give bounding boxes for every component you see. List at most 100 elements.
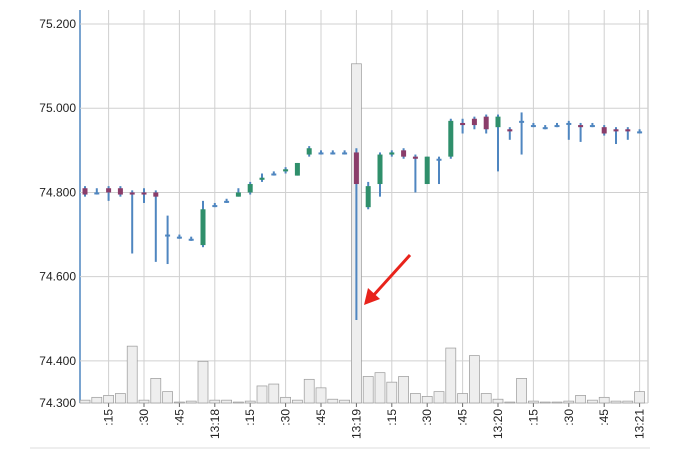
candle-body	[483, 116, 489, 130]
candle-body	[365, 186, 371, 208]
candle-body	[448, 120, 454, 157]
candle-body	[224, 200, 230, 203]
volume-bar	[492, 398, 504, 404]
volume-bar	[174, 401, 185, 404]
volume-bar	[622, 400, 634, 404]
volume-bar	[292, 399, 303, 404]
candle-body	[353, 152, 359, 185]
volume-bar	[634, 391, 645, 404]
x-tick-label: :45	[456, 409, 470, 426]
volume-bar	[115, 393, 126, 404]
x-tick-label: :15	[385, 409, 399, 426]
candle-body	[129, 192, 135, 195]
volume-bar	[587, 399, 598, 404]
x-tick-label: :15	[243, 409, 257, 426]
candle-body	[377, 154, 383, 185]
volume-bar	[339, 399, 350, 404]
candle-body	[637, 131, 643, 134]
candle-body	[82, 188, 88, 195]
candle-body	[601, 127, 607, 134]
volume-bar	[516, 378, 527, 404]
candle-body	[165, 234, 171, 237]
volume-bar	[138, 399, 150, 404]
volume-bar	[79, 399, 91, 404]
candle-body	[436, 158, 442, 161]
candle-body	[471, 118, 477, 126]
candle-body	[106, 188, 112, 193]
x-tick-label: 13:19	[349, 409, 363, 439]
x-tick-label: :30	[137, 409, 151, 426]
volume-bar	[457, 393, 468, 404]
x-tick-label: 13:18	[208, 409, 222, 439]
candle-body	[578, 125, 584, 128]
volume-bar	[103, 395, 114, 404]
arrow-shaft	[370, 253, 412, 299]
x-tick-label: :45	[314, 409, 328, 426]
candle-body	[412, 156, 418, 159]
volume-bar	[197, 360, 209, 404]
candle-body	[117, 188, 123, 195]
x-tick-label: :30	[279, 409, 293, 426]
volume-bar	[598, 396, 610, 404]
volume-bar	[185, 400, 197, 404]
candle-body	[176, 236, 182, 239]
arrow-head	[364, 288, 380, 305]
candle-body	[330, 152, 336, 155]
candle-body	[259, 177, 265, 180]
volume-bar	[162, 391, 173, 404]
volume-bar	[280, 396, 291, 404]
candle-body	[613, 129, 619, 132]
volume-bar	[410, 393, 421, 404]
volume-bar	[563, 400, 575, 404]
volume-bar	[315, 387, 327, 404]
volume-bar	[244, 400, 256, 404]
y-tick-label: 75.200	[39, 17, 76, 31]
candle-body	[235, 192, 241, 197]
volume-bar	[528, 400, 539, 404]
x-tick-label: :30	[420, 409, 434, 426]
volume-bar	[539, 401, 551, 404]
volume-bar	[433, 391, 445, 404]
volume-bar	[480, 393, 492, 404]
volume-bar	[421, 396, 433, 404]
candle-body	[530, 125, 536, 128]
candle-body	[318, 152, 324, 155]
volume-bar	[374, 372, 386, 404]
volume-bar	[445, 347, 457, 404]
x-tick-label: :15	[526, 409, 540, 426]
volume-bar	[327, 398, 339, 404]
volume-bar	[91, 396, 103, 404]
y-tick-label: 74.400	[39, 354, 76, 368]
x-tick-label: 13:20	[491, 409, 505, 439]
candle-body	[542, 127, 548, 130]
y-tick-label: 74.600	[39, 270, 76, 284]
y-tick-label: 74.300	[39, 396, 76, 410]
candle-body	[271, 173, 277, 176]
candle-body	[141, 192, 147, 195]
volume-bar	[256, 385, 268, 404]
volume-bar	[221, 399, 232, 404]
candle-body	[625, 129, 631, 132]
candle-body	[188, 238, 194, 241]
volume-bar	[551, 401, 563, 404]
x-tick-label: :30	[562, 409, 576, 426]
y-tick-label: 74.800	[39, 185, 76, 199]
volume-bar	[398, 376, 409, 404]
volume-bar	[386, 381, 398, 404]
x-tick-label: :45	[597, 409, 611, 426]
candle-body	[460, 122, 466, 126]
volume-bar	[233, 401, 244, 404]
x-tick-label: 13:21	[633, 409, 647, 439]
candle-body	[212, 205, 218, 208]
volume-bar	[150, 378, 162, 404]
candle-body	[94, 192, 100, 195]
candle-body	[424, 156, 430, 185]
volume-bar	[362, 376, 374, 404]
x-tick-label: :45	[172, 409, 186, 426]
candle-body	[200, 209, 206, 246]
candle-body	[247, 184, 253, 193]
volume-bar	[504, 401, 516, 404]
candle-body	[342, 152, 348, 155]
